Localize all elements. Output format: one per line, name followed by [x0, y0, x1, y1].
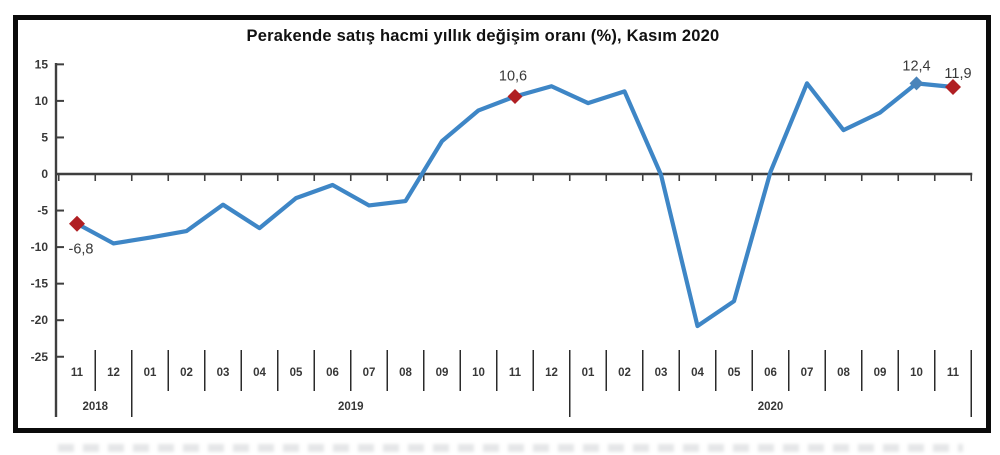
trend-line [74, 81, 956, 329]
month-tick-label: 11 [71, 367, 84, 379]
month-tick-label: 02 [618, 367, 631, 379]
data-point-label: -6,8 [69, 242, 94, 258]
y-axis-tick-label: 15 [35, 57, 49, 71]
marker-diamond [945, 79, 961, 96]
month-tick-label: 11 [509, 367, 522, 379]
month-tick-label: 12 [107, 367, 120, 379]
data-point-label: 12,4 [902, 58, 930, 74]
y-axis-tick-label: -20 [31, 313, 49, 327]
month-tick-label: 06 [326, 367, 339, 379]
month-tick-label: 04 [691, 367, 704, 379]
month-tick-label: 08 [399, 367, 412, 379]
marker-diamond [909, 76, 924, 91]
month-tick-label: 09 [436, 367, 449, 379]
chart-title: Perakende satış hacmi yıllık değişim ora… [246, 27, 720, 45]
month-tick-label: 03 [217, 367, 230, 379]
y-axis-tick-label: -5 [37, 204, 48, 218]
y-axis-tick-label: 10 [35, 94, 49, 108]
month-tick-label: 11 [947, 367, 960, 379]
month-tick-label: 07 [363, 367, 376, 379]
y-axis-tick-label: 0 [41, 167, 48, 181]
month-tick-label: 06 [764, 367, 777, 379]
month-tick-label: 05 [290, 367, 303, 379]
month-tick-label: 07 [801, 367, 814, 379]
marker-diamond [507, 89, 523, 105]
year-tick-label: 2020 [758, 401, 784, 413]
y-axis-tick-label: -15 [31, 277, 49, 291]
data-point-label: 10,6 [499, 69, 527, 85]
year-tick-label: 2019 [338, 401, 364, 413]
month-tick-label: 05 [728, 367, 741, 379]
month-tick-label: 03 [655, 367, 668, 379]
month-tick-label: 04 [253, 367, 266, 379]
month-tick-label: 01 [144, 367, 157, 379]
month-tick-label: 08 [837, 367, 850, 379]
month-tick-label: 01 [582, 367, 595, 379]
month-tick-label: 10 [910, 367, 923, 379]
bottom-cropped-text-smudge [58, 444, 963, 452]
month-tick-label: 02 [180, 367, 193, 379]
month-tick-label: 09 [874, 367, 887, 379]
y-axis-tick-label: -10 [31, 240, 49, 254]
month-tick-label: 10 [472, 367, 485, 379]
y-axis-tick-label: 5 [41, 130, 48, 144]
month-tick-label: 12 [545, 367, 558, 379]
marker-diamond [69, 215, 85, 232]
chart-border-frame [13, 15, 991, 433]
data-point-label: 11,9 [944, 66, 971, 82]
year-tick-label: 2018 [82, 401, 108, 413]
y-axis-tick-label: -25 [31, 350, 49, 364]
